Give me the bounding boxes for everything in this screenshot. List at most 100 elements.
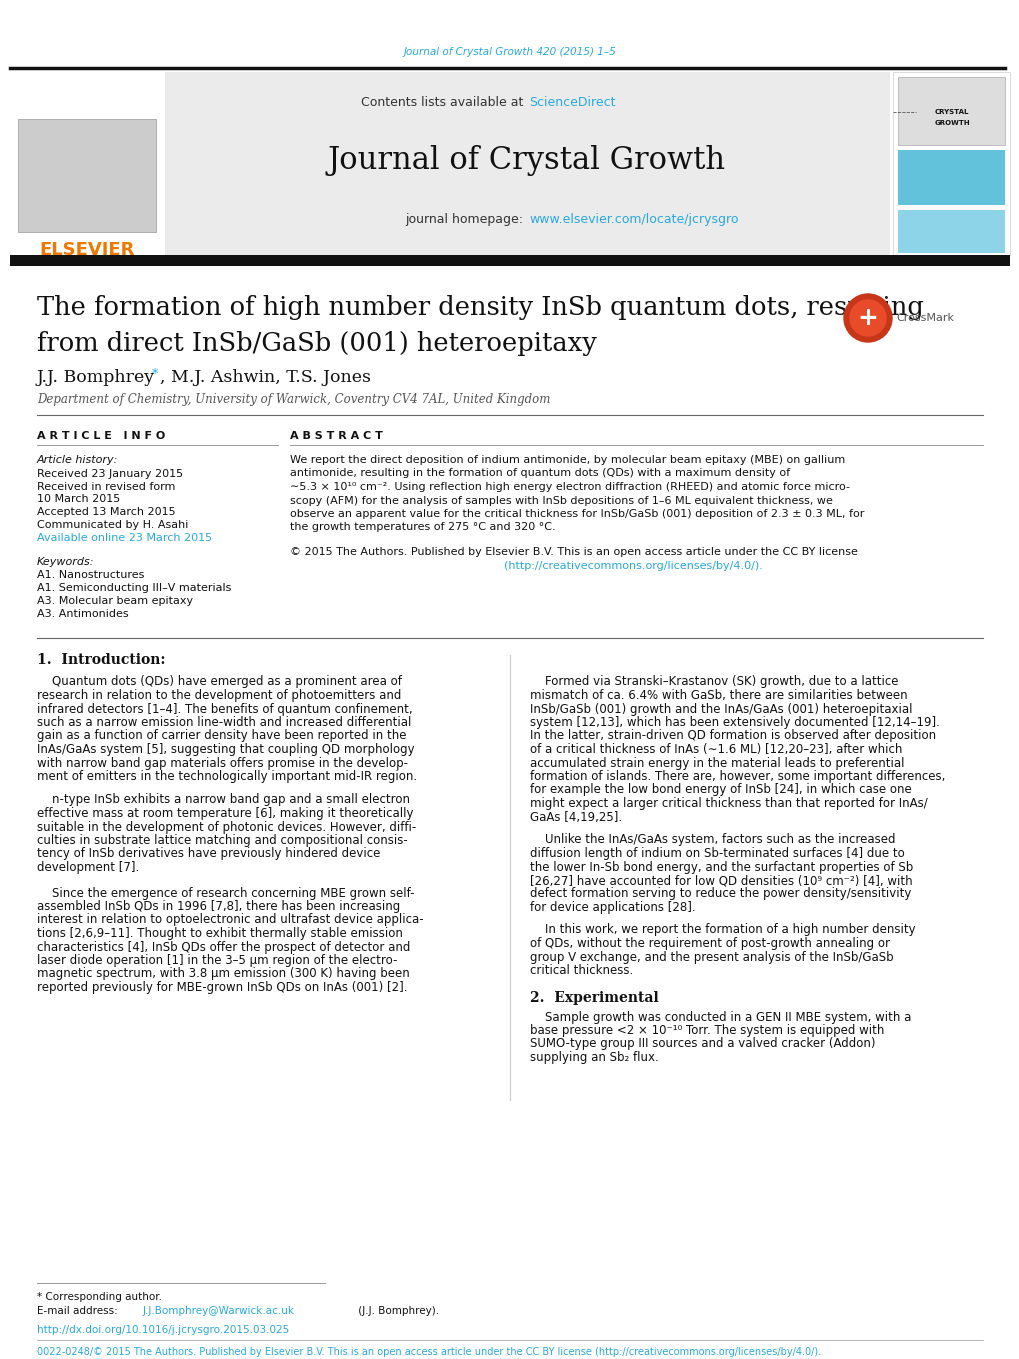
- Text: E-mail address:: E-mail address:: [37, 1306, 121, 1316]
- Text: 0022-0248/© 2015 The Authors. Published by Elsevier B.V. This is an open access : 0022-0248/© 2015 The Authors. Published …: [37, 1347, 820, 1358]
- Text: with narrow band gap materials offers promise in the develop-: with narrow band gap materials offers pr…: [37, 757, 408, 769]
- Text: InAs/GaAs system [5], suggesting that coupling QD morphology: InAs/GaAs system [5], suggesting that co…: [37, 743, 414, 756]
- Text: critical thickness.: critical thickness.: [530, 964, 633, 977]
- Text: defect formation serving to reduce the power density/sensitivity: defect formation serving to reduce the p…: [530, 887, 911, 901]
- Text: base pressure <2 × 10⁻¹⁰ Torr. The system is equipped with: base pressure <2 × 10⁻¹⁰ Torr. The syste…: [530, 1023, 883, 1037]
- Text: for device applications [28].: for device applications [28].: [530, 901, 695, 915]
- Bar: [897, 77, 1004, 145]
- Text: magnetic spectrum, with 3.8 μm emission (300 K) having been: magnetic spectrum, with 3.8 μm emission …: [37, 968, 410, 980]
- Text: interest in relation to optoelectronic and ultrafast device applica-: interest in relation to optoelectronic a…: [37, 913, 423, 927]
- Text: might expect a larger critical thickness than that reported for InAs/: might expect a larger critical thickness…: [530, 796, 927, 810]
- Text: Available online 23 March 2015: Available online 23 March 2015: [37, 533, 212, 544]
- Text: A R T I C L E   I N F O: A R T I C L E I N F O: [37, 431, 165, 442]
- Bar: [10, 72, 165, 255]
- Text: ELSEVIER: ELSEVIER: [40, 241, 135, 260]
- Text: the growth temperatures of 275 °C and 320 °C.: the growth temperatures of 275 °C and 32…: [289, 522, 555, 533]
- Text: InSb/GaSb (001) growth and the InAs/GaAs (001) heteroepitaxial: InSb/GaSb (001) growth and the InAs/GaAs…: [530, 703, 912, 715]
- Bar: [18, 120, 156, 232]
- Bar: [165, 72, 890, 255]
- Text: (http://creativecommons.org/licenses/by/4.0/).: (http://creativecommons.org/licenses/by/…: [503, 561, 762, 571]
- Text: , M.J. Ashwin, T.S. Jones: , M.J. Ashwin, T.S. Jones: [160, 370, 371, 386]
- Text: of QDs, without the requirement of post-growth annealing or: of QDs, without the requirement of post-…: [530, 936, 890, 950]
- Text: http://dx.doi.org/10.1016/j.jcrysgro.2015.03.025: http://dx.doi.org/10.1016/j.jcrysgro.201…: [37, 1325, 289, 1335]
- Text: * Corresponding author.: * Corresponding author.: [37, 1292, 162, 1302]
- Text: such as a narrow emission line-width and increased differential: such as a narrow emission line-width and…: [37, 716, 411, 728]
- Text: from direct InSb/GaSb (001) heteroepitaxy: from direct InSb/GaSb (001) heteroepitax…: [37, 330, 596, 356]
- Text: GROWTH: GROWTH: [934, 120, 970, 126]
- Text: diffusion length of indium on Sb-terminated surfaces [4] due to: diffusion length of indium on Sb-termina…: [530, 847, 904, 860]
- Text: system [12,13], which has been extensively documented [12,14–19].: system [12,13], which has been extensive…: [530, 716, 938, 728]
- Text: Since the emergence of research concerning MBE grown self-: Since the emergence of research concerni…: [37, 886, 414, 900]
- Text: effective mass at room temperature [6], making it theoretically: effective mass at room temperature [6], …: [37, 807, 413, 819]
- Text: mismatch of ca. 6.4% with GaSb, there are similarities between: mismatch of ca. 6.4% with GaSb, there ar…: [530, 689, 907, 703]
- Text: assembled InSb QDs in 1996 [7,8], there has been increasing: assembled InSb QDs in 1996 [7,8], there …: [37, 900, 399, 913]
- Text: tency of InSb derivatives have previously hindered device: tency of InSb derivatives have previousl…: [37, 848, 380, 860]
- Text: characteristics [4], InSb QDs offer the prospect of detector and: characteristics [4], InSb QDs offer the …: [37, 940, 410, 954]
- Text: of a critical thickness of InAs (∼1.6 ML) [12,20–23], after which: of a critical thickness of InAs (∼1.6 ML…: [530, 743, 902, 756]
- Text: CrossMark: CrossMark: [895, 313, 953, 323]
- Text: (J.J. Bomphrey).: (J.J. Bomphrey).: [355, 1306, 439, 1316]
- Text: We report the direct deposition of indium antimonide, by molecular beam epitaxy : We report the direct deposition of indiu…: [289, 455, 845, 465]
- Text: observe an apparent value for the critical thickness for InSb/GaSb (001) deposit: observe an apparent value for the critic…: [289, 510, 863, 519]
- Text: journal homepage:: journal homepage:: [405, 213, 527, 227]
- Text: 1.  Introduction:: 1. Introduction:: [37, 654, 165, 667]
- Text: Department of Chemistry, University of Warwick, Coventry CV4 7AL, United Kingdom: Department of Chemistry, University of W…: [37, 394, 550, 406]
- Circle shape: [849, 300, 886, 336]
- Text: 10 March 2015: 10 March 2015: [37, 495, 120, 504]
- Text: A1. Nanostructures: A1. Nanostructures: [37, 569, 145, 580]
- Text: In the latter, strain-driven QD formation is observed after deposition: In the latter, strain-driven QD formatio…: [530, 730, 935, 742]
- Text: Keywords:: Keywords:: [37, 557, 95, 567]
- Text: Quantum dots (QDs) have emerged as a prominent area of: Quantum dots (QDs) have emerged as a pro…: [37, 675, 401, 689]
- Text: reported previously for MBE-grown InSb QDs on InAs (001) [2].: reported previously for MBE-grown InSb Q…: [37, 981, 408, 993]
- Bar: [892, 72, 1009, 255]
- Text: scopy (AFM) for the analysis of samples with InSb depositions of 1–6 ML equivale: scopy (AFM) for the analysis of samples …: [289, 496, 833, 506]
- Text: Received 23 January 2015: Received 23 January 2015: [37, 469, 183, 478]
- Text: Accepted 13 March 2015: Accepted 13 March 2015: [37, 507, 175, 516]
- Text: infrared detectors [1–4]. The benefits of quantum confinement,: infrared detectors [1–4]. The benefits o…: [37, 703, 413, 715]
- Text: A1. Semiconducting III–V materials: A1. Semiconducting III–V materials: [37, 583, 231, 593]
- Text: research in relation to the development of photoemitters and: research in relation to the development …: [37, 689, 401, 703]
- Text: suitable in the development of photonic devices. However, diffi-: suitable in the development of photonic …: [37, 821, 416, 833]
- Text: laser diode operation [1] in the 3–5 μm region of the electro-: laser diode operation [1] in the 3–5 μm …: [37, 954, 397, 968]
- Text: ment of emitters in the technologically important mid-IR region.: ment of emitters in the technologically …: [37, 771, 417, 783]
- Text: Communicated by H. Asahi: Communicated by H. Asahi: [37, 520, 189, 530]
- Text: The formation of high number density InSb quantum dots, resulting: The formation of high number density InS…: [37, 295, 923, 321]
- Text: A B S T R A C T: A B S T R A C T: [289, 431, 382, 442]
- Text: formation of islands. There are, however, some important differences,: formation of islands. There are, however…: [530, 771, 945, 783]
- Text: J.J. Bomphrey: J.J. Bomphrey: [37, 370, 155, 386]
- Text: ScienceDirect: ScienceDirect: [529, 96, 614, 110]
- Text: tions [2,6,9–11]. Thought to exhibit thermally stable emission: tions [2,6,9–11]. Thought to exhibit the…: [37, 927, 403, 940]
- Text: Journal of Crystal Growth: Journal of Crystal Growth: [328, 144, 726, 175]
- Text: [26,27] have accounted for low QD densities (10⁹ cm⁻²) [4], with: [26,27] have accounted for low QD densit…: [530, 874, 912, 887]
- Text: culties in substrate lattice matching and compositional consis-: culties in substrate lattice matching an…: [37, 834, 408, 847]
- Text: development [7].: development [7].: [37, 862, 140, 874]
- Text: Formed via Stranski–Krastanov (SK) growth, due to a lattice: Formed via Stranski–Krastanov (SK) growt…: [530, 675, 898, 689]
- Text: Unlike the InAs/GaAs system, factors such as the increased: Unlike the InAs/GaAs system, factors suc…: [530, 833, 895, 847]
- Text: J.J.Bomphrey@Warwick.ac.uk: J.J.Bomphrey@Warwick.ac.uk: [143, 1306, 294, 1316]
- Text: supplying an Sb₂ flux.: supplying an Sb₂ flux.: [530, 1051, 658, 1064]
- Text: Sample growth was conducted in a GEN II MBE system, with a: Sample growth was conducted in a GEN II …: [530, 1011, 911, 1023]
- Text: In this work, we report the formation of a high number density: In this work, we report the formation of…: [530, 924, 915, 936]
- Text: n-type InSb exhibits a narrow band gap and a small electron: n-type InSb exhibits a narrow band gap a…: [37, 794, 410, 806]
- Bar: [897, 149, 1004, 205]
- Text: Contents lists available at: Contents lists available at: [361, 96, 527, 110]
- Bar: [897, 211, 1004, 253]
- Text: 2.  Experimental: 2. Experimental: [530, 991, 658, 1006]
- Text: *: *: [152, 367, 158, 381]
- Text: www.elsevier.com/locate/jcrysgro: www.elsevier.com/locate/jcrysgro: [529, 213, 738, 227]
- Text: Article history:: Article history:: [37, 455, 118, 465]
- Text: SUMO-type group III sources and a valved cracker (Addon): SUMO-type group III sources and a valved…: [530, 1037, 874, 1051]
- Text: for example the low bond energy of InSb [24], in which case one: for example the low bond energy of InSb …: [530, 784, 911, 796]
- Text: Journal of Crystal Growth 420 (2015) 1–5: Journal of Crystal Growth 420 (2015) 1–5: [404, 48, 615, 57]
- Text: CRYSTAL: CRYSTAL: [934, 109, 968, 116]
- Text: © 2015 The Authors. Published by Elsevier B.V. This is an open access article un: © 2015 The Authors. Published by Elsevie…: [289, 548, 857, 557]
- Text: A3. Molecular beam epitaxy: A3. Molecular beam epitaxy: [37, 597, 193, 606]
- Text: accumulated strain energy in the material leads to preferential: accumulated strain energy in the materia…: [530, 757, 904, 769]
- Text: ∼5.3 × 10¹⁰ cm⁻². Using reflection high energy electron diffraction (RHEED) and : ∼5.3 × 10¹⁰ cm⁻². Using reflection high …: [289, 482, 849, 492]
- Text: A3. Antimonides: A3. Antimonides: [37, 609, 128, 618]
- Text: the lower In-Sb bond energy, and the surfactant properties of Sb: the lower In-Sb bond energy, and the sur…: [530, 860, 912, 874]
- Circle shape: [843, 294, 892, 342]
- Bar: [10, 255, 1009, 266]
- Text: Received in revised form: Received in revised form: [37, 482, 175, 492]
- Text: GaAs [4,19,25].: GaAs [4,19,25].: [530, 810, 622, 824]
